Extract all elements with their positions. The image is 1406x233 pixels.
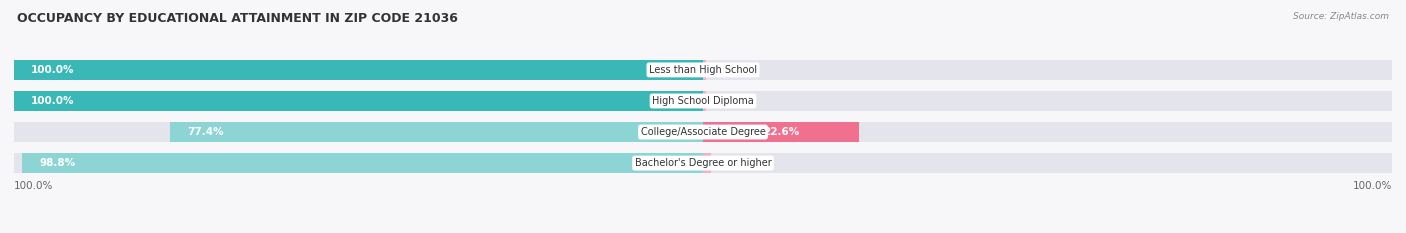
Text: 1.2%: 1.2% [693,158,721,168]
Text: High School Diploma: High School Diploma [652,96,754,106]
Text: 0.0%: 0.0% [720,96,749,106]
Bar [703,91,706,111]
Text: 98.8%: 98.8% [39,158,76,168]
Bar [170,122,703,142]
Bar [14,60,1392,79]
Bar [703,60,706,79]
Text: 100.0%: 100.0% [31,65,75,75]
Bar [14,60,703,79]
Text: 100.0%: 100.0% [31,96,75,106]
Bar [703,122,859,142]
Text: College/Associate Degree: College/Associate Degree [641,127,765,137]
Text: 77.4%: 77.4% [187,127,224,137]
Bar [14,122,1392,142]
Text: 100.0%: 100.0% [14,181,53,191]
Text: 100.0%: 100.0% [1353,181,1392,191]
Bar [703,154,711,173]
Text: Less than High School: Less than High School [650,65,756,75]
Text: Bachelor's Degree or higher: Bachelor's Degree or higher [634,158,772,168]
Text: Source: ZipAtlas.com: Source: ZipAtlas.com [1294,12,1389,21]
Bar [14,154,1392,173]
Bar [14,91,703,111]
Bar [22,154,703,173]
Text: 22.6%: 22.6% [762,127,799,137]
Text: OCCUPANCY BY EDUCATIONAL ATTAINMENT IN ZIP CODE 21036: OCCUPANCY BY EDUCATIONAL ATTAINMENT IN Z… [17,12,458,25]
Text: 0.0%: 0.0% [720,65,749,75]
Bar [14,91,1392,111]
